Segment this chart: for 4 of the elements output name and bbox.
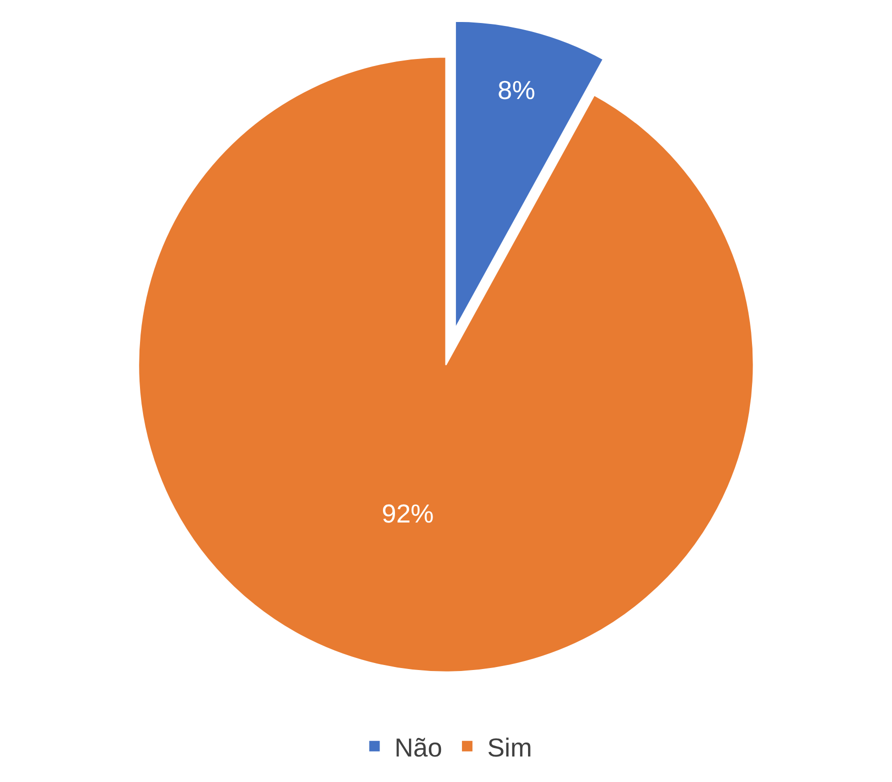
legend-label: Sim	[487, 732, 532, 762]
data-label: 92%	[382, 498, 434, 528]
data-label: 8%	[498, 75, 536, 106]
legend-label: Não	[394, 732, 442, 762]
